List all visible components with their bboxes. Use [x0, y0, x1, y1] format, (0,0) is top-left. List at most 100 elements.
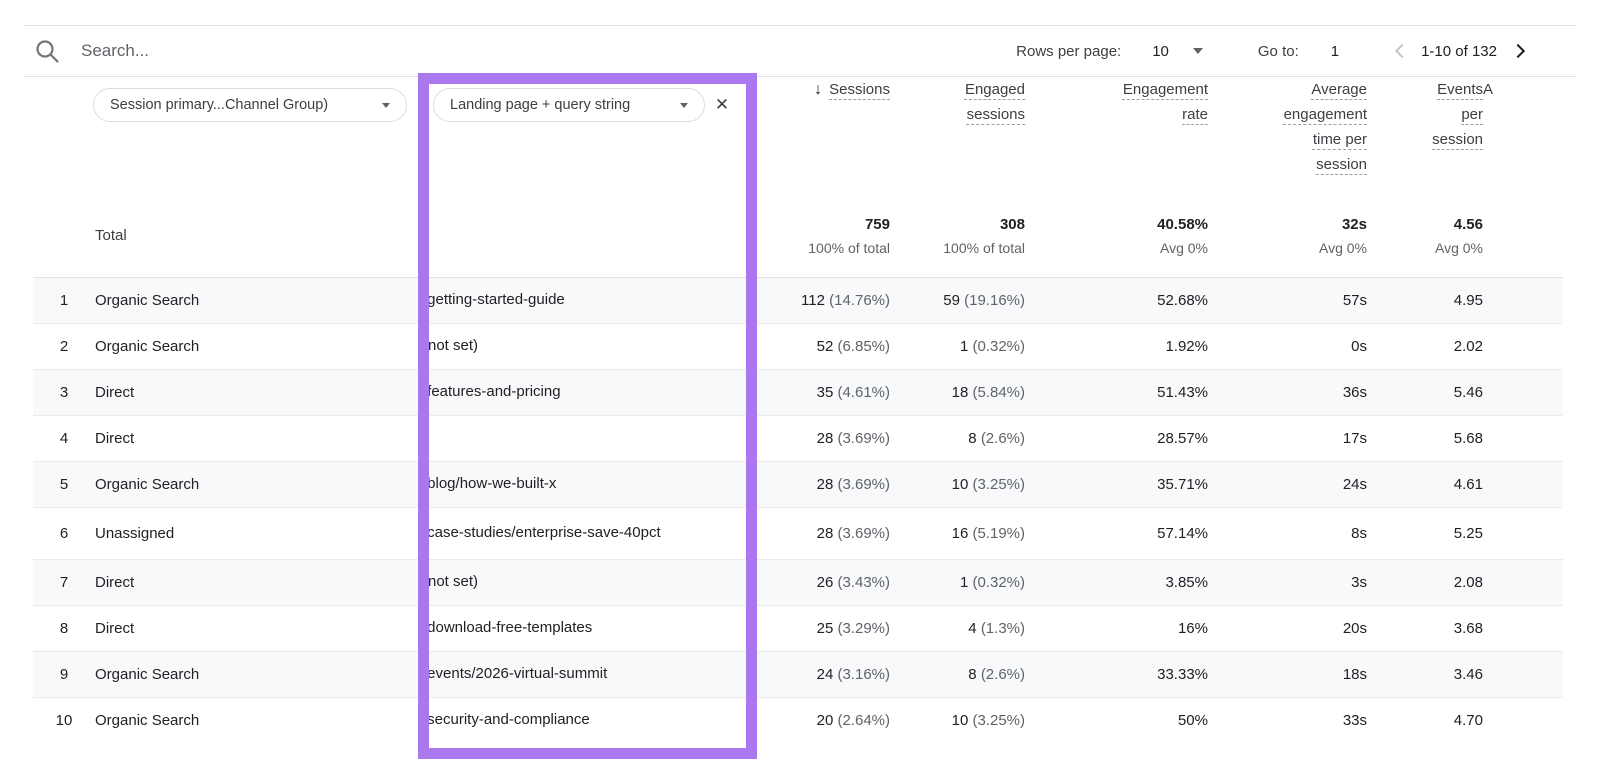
channel-cell: Organic Search [95, 711, 200, 729]
table-row: 7 Direct (not set) 26 (3.43%) 1 (0.32%) 3.85%… [33, 559, 1563, 605]
sessions-cell: 112 (14.76%) [752, 277, 890, 323]
events-per-session-cell: 3.68 [1453, 619, 1483, 637]
metric-percent: (3.25%) [972, 711, 1025, 729]
sessions-cell: 24 (3.16%) [752, 651, 890, 697]
table-toolbar: Search... Rows per page: 10 Go to: 1 1-1… [24, 25, 1576, 77]
metric-value: 28 [816, 429, 834, 447]
metric-value: 112 [801, 291, 825, 309]
metric-percent: (6.85%) [837, 337, 890, 355]
column-header-events-per-session[interactable]: Events per session [1367, 77, 1483, 195]
report-table: ↓ Sessions Engaged sessions Engagement ra… [33, 77, 1563, 743]
engagement-rate-cell: 1.92% [1165, 337, 1208, 355]
column-header-engagement-rate[interactable]: Engagement rate [1025, 77, 1208, 195]
table-row: 4 Direct/28 (3.69%) 8 (2.6%) 28.57% 17s 5.68 [33, 415, 1563, 461]
metric-percent: (3.69%) [837, 429, 890, 447]
channel-cell: Organic Search [95, 665, 200, 683]
engaged-sessions-cell: 8 (2.6%) [890, 415, 1025, 461]
total-extra-cell [1483, 195, 1563, 277]
row-index: 2 [59, 337, 69, 355]
chevron-down-icon[interactable] [1192, 48, 1203, 54]
engagement-rate-cell: 16% [1177, 619, 1208, 637]
landing-page-cell: /events/2026-virtual-summit [423, 665, 608, 682]
row-index: 8 [59, 619, 69, 637]
clipped-column-cell [1483, 559, 1563, 605]
landing-page-cell: /security-and-compliance [423, 711, 590, 729]
landing-page-cell: / [423, 429, 428, 446]
metric-value: 1 [959, 337, 969, 355]
clipped-column-cell [1483, 277, 1563, 323]
channel-cell: Direct [95, 573, 135, 591]
rows-per-page-select[interactable]: 10 [1152, 42, 1169, 60]
metric-percent: (3.69%) [837, 524, 890, 542]
clipped-column-cell [1483, 369, 1563, 415]
total-row-index [33, 195, 95, 277]
total-row: Total 759 100% of total 308 100% of tota… [33, 195, 1563, 277]
column-header-label: Sessions [829, 81, 890, 98]
engaged-sessions-cell: 16 (5.19%) [890, 507, 1025, 559]
total-events-per-session-cell: 4.56 Avg 0% [1367, 195, 1483, 277]
table-row: 2 Organic Search (not set) 52 (6.85%) 1 (0.3… [33, 323, 1563, 369]
metric-value: 10 [951, 711, 969, 729]
metric-value: 1 [959, 573, 969, 591]
events-per-session-cell: 4.95 [1453, 291, 1483, 309]
total-value: 40.58% [1157, 215, 1208, 233]
metric-percent: (2.6%) [980, 665, 1025, 683]
total-sessions-cell: 759 100% of total [752, 195, 890, 277]
column-header-engaged-sessions[interactable]: Engaged sessions [890, 77, 1025, 195]
avg-engagement-time-cell: 36s [1342, 383, 1367, 401]
metric-value: 26 [816, 573, 834, 591]
metric-value: 25 [816, 619, 834, 637]
events-per-session-cell: 2.02 [1453, 337, 1483, 355]
metric-value: 35 [816, 383, 834, 401]
secondary-dimension-dropdown[interactable]: Landing page + query string [433, 88, 705, 122]
column-header-next-partial: A [1483, 81, 1494, 98]
landing-page-cell: (not set) [423, 573, 479, 590]
metric-value: 16 [951, 524, 969, 542]
go-to-label: Go to: [1257, 42, 1299, 60]
metric-percent: (2.6%) [980, 429, 1025, 447]
remove-secondary-dimension-button[interactable]: ✕ [714, 95, 730, 114]
search-input[interactable]: Search... [81, 41, 150, 60]
table-header-row: ↓ Sessions Engaged sessions Engagement ra… [33, 77, 1563, 195]
clipped-column-cell [1483, 507, 1563, 559]
engaged-sessions-cell: 4 (1.3%) [890, 605, 1025, 651]
channel-cell: Direct [95, 619, 135, 637]
sessions-cell: 20 (2.64%) [752, 697, 890, 743]
landing-page-cell: /getting-started-guide [423, 291, 565, 308]
next-page-icon[interactable] [1510, 43, 1526, 59]
total-subtext: Avg 0% [1160, 239, 1208, 256]
metric-percent: (2.64%) [837, 711, 890, 729]
metric-percent: (0.32%) [972, 337, 1025, 355]
metric-percent: (3.69%) [837, 475, 890, 493]
column-header-label: Average engagement time per session [1283, 81, 1367, 173]
engaged-sessions-cell: 18 (5.84%) [890, 369, 1025, 415]
sort-descending-icon: ↓ [814, 81, 823, 98]
clipped-column-cell [1483, 415, 1563, 461]
metric-percent: (3.43%) [837, 573, 890, 591]
channel-cell: Direct [95, 383, 135, 401]
column-header-index [33, 77, 95, 195]
metric-value: 4 [968, 619, 977, 637]
total-value: 308 [999, 215, 1025, 233]
column-header-sessions[interactable]: ↓ Sessions [752, 77, 890, 195]
events-per-session-cell: 5.25 [1453, 524, 1483, 542]
metric-percent: (4.61%) [837, 383, 890, 401]
go-to-page-input[interactable]: 1 [1330, 42, 1340, 60]
engaged-sessions-cell: 1 (0.32%) [890, 323, 1025, 369]
primary-dimension-dropdown[interactable]: Session primary...Channel Group) [93, 88, 407, 122]
sessions-cell: 28 (3.69%) [752, 461, 890, 507]
column-header-avg-engagement-time[interactable]: Average engagement time per session [1208, 77, 1367, 195]
table-row: 9 Organic Search/events/2026-virtual-summ… [33, 651, 1563, 697]
metric-percent: (5.19%) [972, 524, 1025, 542]
landing-page-cell: /download-free-templates [423, 619, 593, 636]
engagement-rate-cell: 33.33% [1157, 665, 1208, 683]
sessions-cell: 26 (3.43%) [752, 559, 890, 605]
engagement-rate-cell: 51.43% [1157, 383, 1208, 401]
engagement-rate-cell: 35.71% [1157, 475, 1208, 493]
channel-cell: Organic Search [95, 337, 200, 355]
sessions-cell: 28 (3.69%) [752, 415, 890, 461]
previous-page-icon[interactable] [1395, 43, 1410, 59]
table-row: 6 Unassigned/case-studies/enterprise-save… [33, 507, 1563, 559]
avg-engagement-time-cell: 20s [1342, 619, 1367, 637]
row-index: 6 [59, 524, 69, 542]
